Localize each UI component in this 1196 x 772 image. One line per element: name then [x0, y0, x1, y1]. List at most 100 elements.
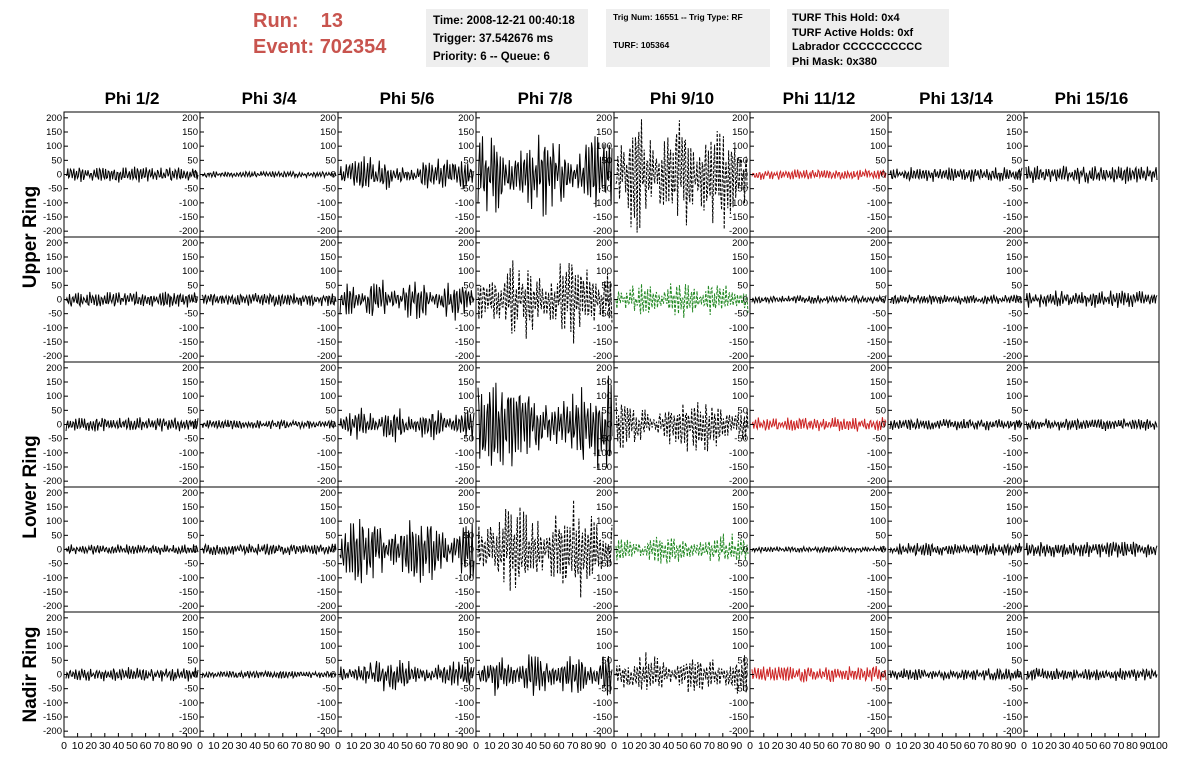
waveform-trace: [65, 417, 199, 432]
y-tick-label: 200: [46, 363, 62, 374]
y-tick-label: 100: [320, 391, 336, 402]
waveform-trace: [477, 134, 613, 217]
x-tick-label: 0: [197, 740, 203, 752]
y-tick-label: 100: [46, 141, 62, 152]
row-group-label: Nadir Ring: [20, 626, 41, 722]
time-text: Time: 2008-12-21 00:40:18: [433, 15, 575, 27]
y-tick-label: -50: [48, 559, 62, 570]
y-tick-label: -150: [593, 462, 612, 473]
y-tick-label: 50: [601, 155, 612, 166]
y-tick-label: 50: [737, 530, 748, 541]
y-tick-label: 200: [320, 363, 336, 374]
waveform-trace: [477, 499, 613, 598]
y-tick-label: 50: [51, 655, 62, 666]
x-tick-label: 50: [676, 740, 688, 752]
waveform-trace: [339, 659, 475, 692]
y-tick-label: 150: [458, 127, 474, 138]
y-tick-label: -150: [867, 712, 886, 723]
x-tick-label: 70: [703, 740, 715, 752]
waveform-trace: [889, 542, 1023, 557]
y-tick-label: -50: [322, 559, 336, 570]
y-tick-label: 200: [732, 613, 748, 624]
y-tick-label: 0: [331, 670, 336, 681]
y-tick-label: -150: [729, 212, 748, 223]
x-tick-label: 20: [222, 740, 234, 752]
y-tick-label: 100: [320, 641, 336, 652]
x-tick-label: 80: [991, 740, 1003, 752]
y-tick-label: -200: [867, 476, 886, 487]
y-tick-label: 200: [596, 363, 612, 374]
y-tick-label: -50: [48, 309, 62, 320]
y-tick-label: 200: [1006, 613, 1022, 624]
waveform-trace: [889, 294, 1023, 305]
y-tick-label: -100: [1003, 573, 1022, 584]
y-tick-label: -50: [184, 684, 198, 695]
y-tick-label: 150: [870, 627, 886, 638]
y-tick-label: 0: [881, 545, 886, 556]
y-tick-label: 200: [458, 238, 474, 249]
y-tick-label: 150: [596, 502, 612, 513]
y-tick-label: 200: [870, 363, 886, 374]
y-tick-label: -100: [317, 323, 336, 334]
y-tick-label: 100: [732, 641, 748, 652]
y-tick-label: 150: [1006, 627, 1022, 638]
y-tick-label: 50: [737, 280, 748, 291]
trigger-info-panel: Trig Num: 16551 -- Trig Type: RF TURF: 1…: [606, 9, 770, 67]
y-tick-label: 100: [596, 391, 612, 402]
y-tick-label: 0: [881, 295, 886, 306]
waveform-trace: [65, 667, 199, 682]
y-tick-label: 100: [320, 516, 336, 527]
y-tick-label: 150: [1006, 252, 1022, 263]
y-tick-label: -50: [184, 184, 198, 195]
y-tick-label: -50: [322, 309, 336, 320]
y-tick-label: 0: [1017, 670, 1022, 681]
x-tick-label: 20: [1045, 740, 1057, 752]
y-tick-label: 0: [193, 295, 198, 306]
x-tick-label: 80: [167, 740, 179, 752]
y-tick-label: -150: [729, 337, 748, 348]
y-tick-label: -100: [179, 198, 198, 209]
y-tick-label: 100: [732, 266, 748, 277]
y-tick-label: 150: [182, 377, 198, 388]
x-tick-label: 50: [539, 740, 551, 752]
x-tick-label: 20: [635, 740, 647, 752]
y-tick-label: -50: [734, 684, 748, 695]
y-tick-label: -200: [43, 226, 62, 237]
y-tick-label: 100: [870, 641, 886, 652]
y-tick-label: -100: [43, 448, 62, 459]
x-tick-label: 10: [208, 740, 220, 752]
y-tick-label: -200: [729, 351, 748, 362]
y-tick-label: 50: [187, 655, 198, 666]
x-tick-label: 50: [813, 740, 825, 752]
y-tick-label: 100: [596, 516, 612, 527]
x-tick-label: 50: [950, 740, 962, 752]
waveform-trace: [615, 652, 749, 694]
y-tick-label: -150: [729, 587, 748, 598]
y-tick-label: 0: [469, 295, 474, 306]
waveform-trace: [889, 167, 1023, 183]
y-tick-label: 150: [732, 127, 748, 138]
x-tick-label: 40: [113, 740, 125, 752]
waveform-panel: [613, 236, 751, 363]
y-tick-label: -150: [43, 212, 62, 223]
y-tick-label: 200: [1006, 488, 1022, 499]
y-tick-label: -50: [460, 309, 474, 320]
y-tick-label: 50: [51, 405, 62, 416]
x-tick-label: 90: [318, 740, 330, 752]
y-tick-label: -50: [460, 434, 474, 445]
run-event-box: Run: 13 Event: 702354: [253, 8, 386, 60]
y-tick-label: -150: [867, 462, 886, 473]
y-tick-label: -100: [729, 323, 748, 334]
x-tick-label: 50: [263, 740, 275, 752]
run-line: Run: 13: [253, 8, 386, 34]
y-tick-label: 150: [870, 127, 886, 138]
event-value: 702354: [319, 36, 387, 58]
y-tick-label: 150: [870, 377, 886, 388]
y-tick-label: 50: [463, 530, 474, 541]
y-tick-label: -100: [593, 573, 612, 584]
y-tick-label: -150: [179, 337, 198, 348]
y-tick-label: -150: [317, 587, 336, 598]
x-tick-label: 60: [277, 740, 289, 752]
y-tick-label: 100: [182, 266, 198, 277]
y-tick-label: 200: [596, 113, 612, 124]
